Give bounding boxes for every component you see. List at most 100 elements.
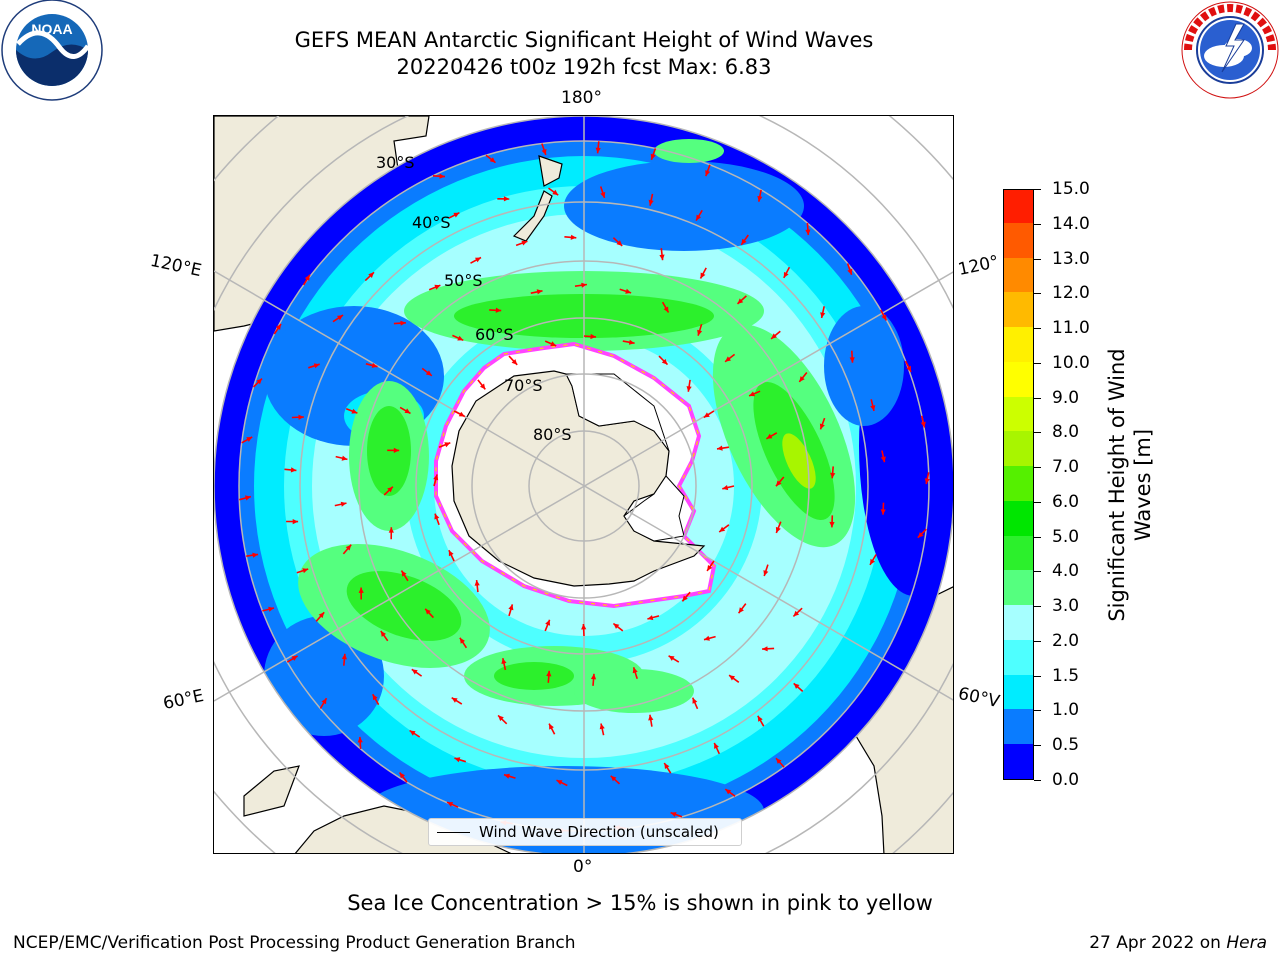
colorbar-tick bbox=[1034, 745, 1041, 747]
wave-direction-arrow-head bbox=[451, 697, 458, 703]
colorbar-tick-label: 12.0 bbox=[1052, 283, 1090, 304]
colorbar-tick-label: 15.0 bbox=[1052, 179, 1090, 199]
wave-direction-arrow-head bbox=[783, 271, 789, 278]
colorbar-tick-label: 2.0 bbox=[1052, 630, 1080, 651]
wave-direction-arrow-head bbox=[501, 658, 507, 664]
wave-direction-arrow-head bbox=[870, 558, 875, 565]
wave-direction-arrow-head bbox=[433, 474, 439, 481]
weddell-ice-shelf bbox=[623, 475, 685, 542]
wave-direction-arrow-head bbox=[508, 604, 514, 611]
colorbar-tick-label: 11.0 bbox=[1052, 318, 1090, 339]
wave-direction-arrow-head bbox=[793, 683, 800, 689]
wave-direction-arrow-head bbox=[590, 333, 596, 340]
wave-direction-arrow-head bbox=[357, 736, 363, 743]
lat-label-60s: 60°S bbox=[475, 325, 514, 344]
wave-direction-arrow-head bbox=[546, 670, 552, 677]
wave-direction-arrow-head bbox=[444, 442, 451, 448]
wave-direction-arrow-head bbox=[763, 570, 769, 576]
lon-label-0: 0° bbox=[573, 857, 593, 877]
wave-direction-arrow-head bbox=[849, 357, 855, 363]
wave-direction-arrow-head bbox=[581, 282, 587, 288]
footer-host: Hera bbox=[1226, 933, 1267, 953]
wave-direction-arrow-head bbox=[425, 370, 432, 376]
colorbar-segment bbox=[1004, 430, 1033, 467]
footer-credit: NCEP/EMC/Verification Post Processing Pr… bbox=[13, 933, 576, 953]
wave-direction-arrow-head bbox=[292, 519, 299, 525]
wave-direction-arrow-head bbox=[775, 526, 781, 533]
wave-direction-arrow-head bbox=[313, 363, 320, 369]
wave-direction-arrow-head bbox=[705, 170, 711, 177]
wave-direction-arrow-head bbox=[404, 408, 411, 414]
wave-direction-arrow-head bbox=[704, 635, 710, 641]
wave-direction-arrow-head bbox=[682, 595, 688, 602]
colorbar-tick bbox=[1034, 780, 1041, 781]
colorbar-tick bbox=[1034, 467, 1041, 469]
lat-label-40s: 40°S bbox=[412, 213, 451, 232]
wave-direction-arrow-head bbox=[434, 284, 441, 290]
wave-direction-arrow-head bbox=[661, 358, 668, 365]
wave-direction-arrow-head bbox=[648, 199, 654, 206]
wave-direction-arrow-head bbox=[298, 414, 304, 420]
wave-direction-arrow-head bbox=[595, 147, 601, 154]
footer-date-text: 27 Apr 2022 on bbox=[1089, 933, 1221, 953]
wave-direction-arrow-head bbox=[368, 272, 374, 278]
wave-direction-arrow-head bbox=[670, 812, 677, 817]
wave-direction-arrow-head bbox=[725, 356, 731, 362]
wave-direction-arrow-head bbox=[480, 383, 486, 390]
wave-direction-arrow-head bbox=[668, 655, 675, 661]
footer-date: 27 Apr 2022 on Hera bbox=[1089, 933, 1267, 953]
wave-direction-arrow-head bbox=[600, 191, 606, 198]
wave-direction-arrow-head bbox=[380, 631, 386, 637]
colorbar-tick-label: 6.0 bbox=[1052, 491, 1080, 512]
lat-label-50s: 50°S bbox=[444, 271, 483, 290]
lon-label-120e: 120°E bbox=[148, 250, 204, 282]
wave-direction-arrow-head bbox=[371, 362, 378, 368]
wave-direction-arrow-head bbox=[729, 675, 735, 681]
wave-direction-arrow-head bbox=[610, 775, 617, 782]
wave-direction-arrow-head bbox=[766, 433, 773, 439]
wave-direction-arrow-head bbox=[536, 289, 543, 295]
lon-label-180: 180° bbox=[561, 88, 602, 108]
wave-direction-arrow-head bbox=[474, 580, 480, 586]
colorbar-tick bbox=[1034, 397, 1041, 399]
colorbar-tick bbox=[1034, 189, 1041, 190]
wave-direction-arrow-head bbox=[400, 320, 406, 326]
colorbar-tick bbox=[1034, 258, 1041, 260]
wave-height-map bbox=[214, 116, 953, 853]
wave-direction-arrow-head bbox=[459, 637, 465, 644]
wave-direction-arrow-head bbox=[686, 386, 692, 392]
wave-direction-arrow-head bbox=[820, 312, 826, 318]
colorbar-tick-label: 3.0 bbox=[1052, 596, 1080, 617]
nws-logo bbox=[1174, 0, 1280, 104]
colorbar-segment bbox=[1004, 604, 1033, 640]
colorbar-segment bbox=[1004, 361, 1033, 397]
wave-direction-arrow-head bbox=[703, 412, 710, 418]
wave-direction-arrow-head bbox=[341, 455, 348, 461]
lat-label-30s: 30°S bbox=[376, 153, 415, 172]
wave-direction-arrow-head bbox=[358, 587, 364, 593]
wave-direction-arrow-head bbox=[275, 324, 281, 330]
legend-line-sample bbox=[437, 832, 470, 833]
wave-direction-arrow-head bbox=[799, 376, 805, 382]
wave-direction-arrow-head bbox=[504, 773, 510, 779]
wave-direction-arrow-head bbox=[345, 544, 352, 551]
wave-direction-arrow-head bbox=[550, 341, 557, 347]
wave-direction-arrow-head bbox=[447, 802, 454, 807]
wave-direction-arrow-head bbox=[401, 570, 407, 577]
wave-direction-arrow-head bbox=[700, 272, 706, 279]
wave-direction-arrow-head bbox=[256, 378, 262, 385]
colorbar-tick-label: 7.0 bbox=[1052, 457, 1080, 478]
wave-direction-arrow-head bbox=[647, 615, 654, 621]
wave-direction-arrow-head bbox=[458, 411, 465, 417]
colorbar-segment bbox=[1004, 256, 1033, 293]
wave-direction-arrow-head bbox=[696, 214, 702, 221]
colorbar-tick-label: 1.0 bbox=[1052, 700, 1080, 721]
colorbar-tick bbox=[1034, 571, 1041, 573]
wave-direction-arrow-head bbox=[341, 653, 347, 660]
sea-ice-edge-yellow bbox=[435, 343, 715, 607]
wave-direction-arrow-head bbox=[321, 698, 327, 705]
wave-direction-arrow-head bbox=[762, 646, 768, 652]
wave-direction-arrow-head bbox=[387, 486, 393, 493]
wave-direction-arrow-head bbox=[880, 456, 886, 463]
lon-label-60e: 60°E bbox=[161, 685, 206, 715]
